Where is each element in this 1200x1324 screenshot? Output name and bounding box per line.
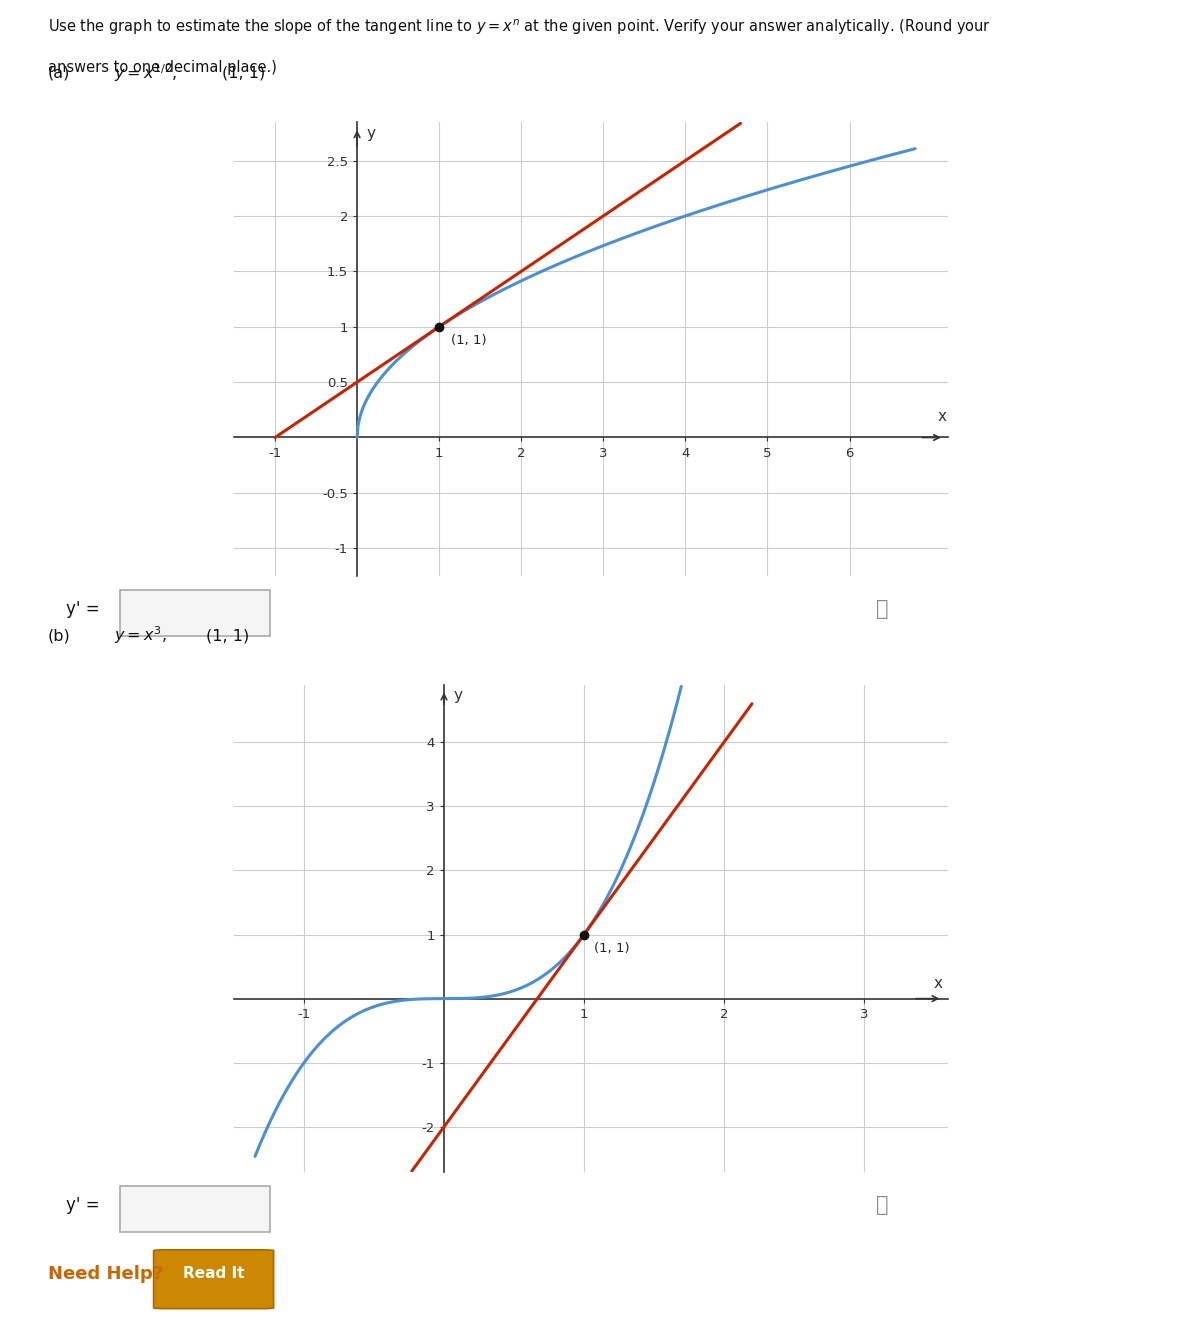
Text: $y = x^3,$: $y = x^3,$ [114, 625, 167, 646]
Text: (1, 1): (1, 1) [451, 335, 487, 347]
Text: $y = x^{1/2},$: $y = x^{1/2},$ [114, 62, 178, 83]
Text: y: y [367, 126, 376, 142]
Text: answers to one decimal place.): answers to one decimal place.) [48, 60, 277, 75]
Text: x: x [937, 409, 947, 424]
Text: (b): (b) [48, 628, 71, 643]
Text: (1, 1): (1, 1) [222, 65, 265, 81]
Text: Read It: Read It [182, 1266, 245, 1282]
Text: Use the graph to estimate the slope of the tangent line to $y = x^n$ at the give: Use the graph to estimate the slope of t… [48, 17, 991, 37]
Text: y' =: y' = [66, 1196, 100, 1214]
Text: Need Help?: Need Help? [48, 1264, 163, 1283]
FancyBboxPatch shape [120, 591, 270, 636]
Text: y: y [454, 687, 463, 703]
Text: ⓘ: ⓘ [876, 1194, 888, 1214]
FancyBboxPatch shape [120, 1186, 270, 1231]
Text: ⓘ: ⓘ [876, 598, 888, 618]
Text: x: x [934, 976, 942, 990]
Text: (a): (a) [48, 65, 71, 81]
Text: (1, 1): (1, 1) [206, 628, 250, 643]
Text: y' =: y' = [66, 600, 100, 618]
Text: (1, 1): (1, 1) [594, 943, 630, 955]
FancyBboxPatch shape [154, 1250, 274, 1308]
